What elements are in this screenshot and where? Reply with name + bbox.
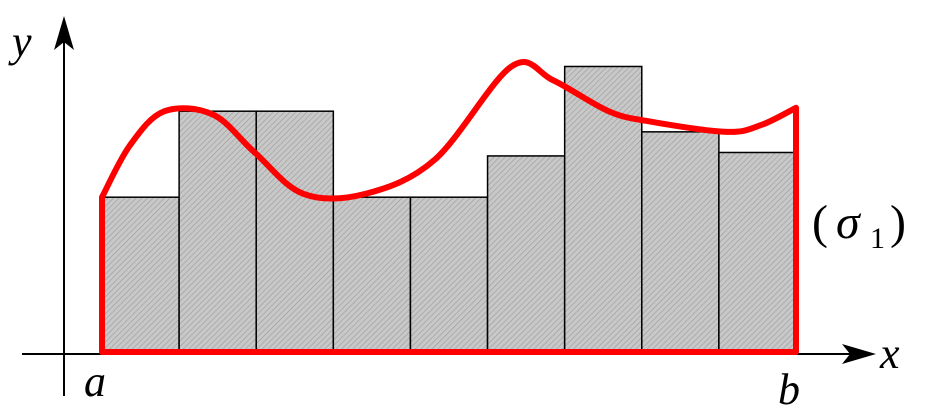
x-axis-arrowhead	[842, 344, 876, 364]
upper-limit-label: b	[778, 365, 800, 414]
region-boundary-curve	[99, 59, 799, 355]
x-axis-label: x	[879, 329, 900, 378]
lower-limit-label: a	[84, 357, 106, 406]
rectangle-bar	[486, 155, 566, 353]
y-axis-arrowhead	[54, 16, 74, 50]
region-label-subscript: 1	[870, 222, 885, 255]
rectangle-bar	[101, 196, 180, 353]
region-label-sigma: σ	[836, 196, 862, 249]
rectangle-bar	[409, 196, 489, 353]
rectangle-bar	[332, 196, 412, 353]
region-label-close-paren: )	[890, 196, 906, 249]
rectangle-bar	[641, 131, 720, 353]
y-axis-label: y	[8, 17, 32, 66]
rectangle-bar	[178, 110, 257, 353]
rectangle-bar	[255, 110, 335, 353]
rectangle-bars	[101, 65, 797, 353]
region-label-open-paren: (	[812, 196, 828, 249]
region-label: ( σ 1 )	[812, 196, 906, 255]
rectangle-bar	[718, 151, 797, 353]
